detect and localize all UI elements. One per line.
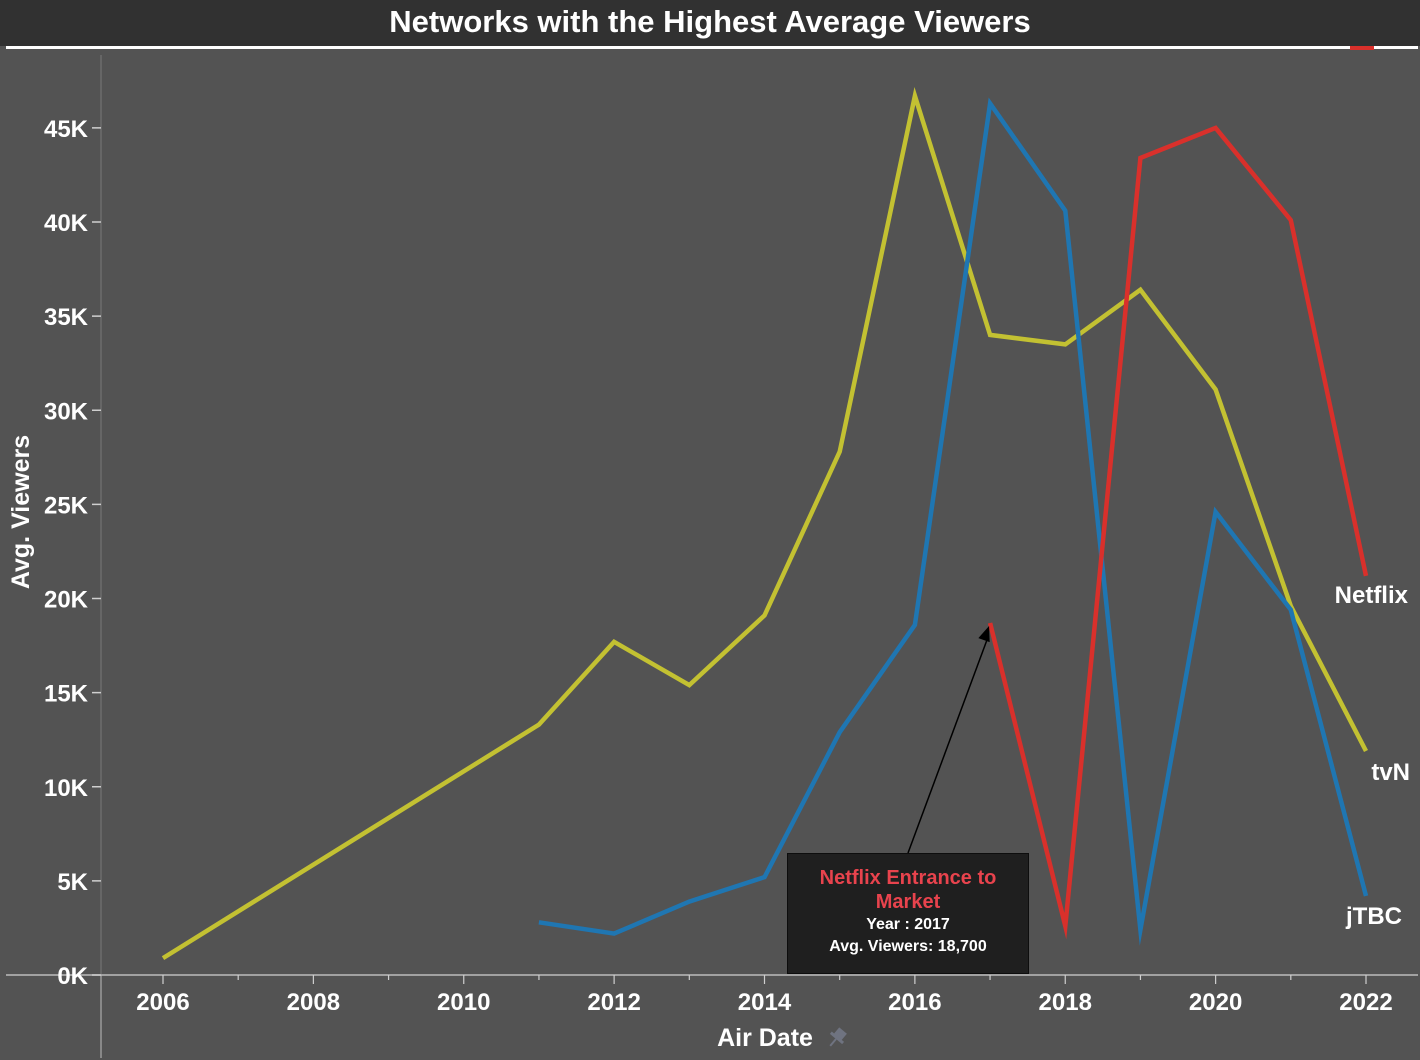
y-tick-label: 25K: [44, 492, 89, 519]
chart-title: Networks with the Highest Average Viewer…: [389, 4, 1031, 39]
x-ticks: 2006 2008 2010 2012 2014 2016 2018 2020 2022: [136, 975, 1393, 1016]
series-label-netflix: Netflix: [1335, 582, 1409, 609]
y-tick-label: 5K: [57, 869, 88, 896]
pin-icon[interactable]: [824, 1025, 849, 1051]
y-tick-label: 45K: [44, 116, 89, 143]
annotation-arrow-group: [907, 625, 990, 854]
x-tick-label: 2022: [1339, 989, 1392, 1016]
series-line-jtbc[interactable]: [538, 97, 1369, 946]
axes: [6, 55, 1418, 1058]
series-label-jtbc: jTBC: [1345, 903, 1402, 930]
y-tick-label: 15K: [44, 681, 89, 708]
x-tick-label: 2018: [1039, 989, 1092, 1016]
y-tick-label: 10K: [44, 775, 89, 802]
annotation-year: Year : 2017: [866, 916, 950, 933]
title-bar: Networks with the Highest Average Viewer…: [0, 0, 1420, 46]
x-tick-label: 2010: [437, 989, 490, 1016]
x-tick-label: 2008: [287, 989, 340, 1016]
y-tick-label: 40K: [44, 210, 89, 237]
y-tick-label: 20K: [44, 587, 89, 614]
series-line-tvn[interactable]: [161, 87, 1368, 961]
y-tick-label: 35K: [44, 304, 89, 331]
annotation-title: Netflix Entrance to Market: [819, 867, 997, 913]
x-tick-label: 2020: [1189, 989, 1242, 1016]
title-divider: [6, 46, 1418, 49]
x-tick-label: 2012: [587, 989, 640, 1016]
series-labels: tvN jTBC Netflix: [1335, 582, 1410, 930]
annotation-viewers: Avg. Viewers: 18,700: [829, 938, 987, 955]
series-line-netflix[interactable]: [987, 125, 1369, 940]
y-ticks: 0K 5K 10K 15K 20K 25K 30K 35K 40K 45K: [44, 116, 101, 990]
y-tick-label: 0K: [57, 963, 88, 990]
annotation-arrow-head: [978, 625, 990, 643]
annotation-arrow-line: [907, 636, 989, 854]
x-tick-label: 2016: [888, 989, 941, 1016]
y-axis-title: Avg. Viewers: [7, 435, 35, 589]
series: [161, 87, 1369, 961]
y-tick-label: 30K: [44, 398, 89, 425]
annotation-callout: Netflix Entrance to Market Year : 2017 A…: [787, 853, 1029, 974]
title-accent-mark: [1350, 46, 1374, 50]
x-axis-title: Air Date: [717, 1024, 813, 1052]
x-tick-label: 2006: [136, 989, 189, 1016]
series-label-tvn: tvN: [1371, 759, 1410, 786]
x-tick-label: 2014: [738, 989, 792, 1016]
